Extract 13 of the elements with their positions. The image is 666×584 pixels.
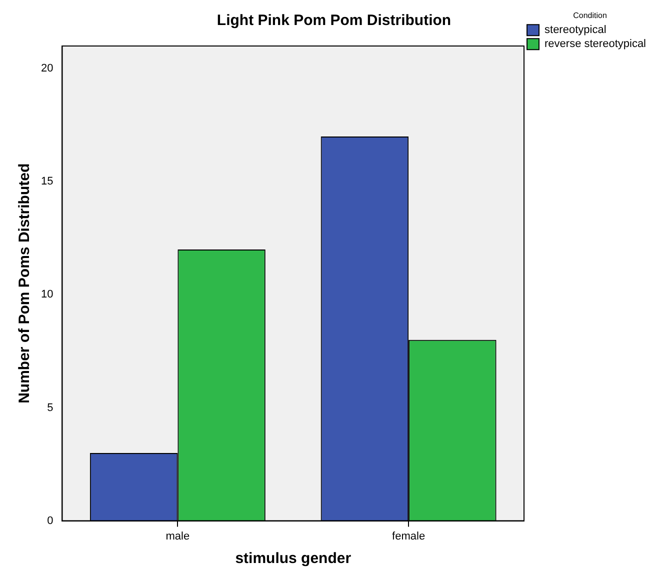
y-tick-label: 0	[47, 514, 54, 527]
x-tick-label: male	[166, 530, 190, 542]
x-tick-label: female	[392, 530, 426, 542]
legend-label: reverse stereotypical	[544, 38, 646, 50]
chart-title: Light Pink Pom Pom Distribution	[216, 12, 452, 30]
y-tick-label: 10	[40, 288, 54, 301]
y-axis-title: Number of Pom Poms Distributed	[16, 163, 34, 404]
y-tick-label: 20	[40, 62, 54, 75]
legend-title: Condition	[573, 11, 607, 20]
x-axis-title: stimulus gender	[235, 550, 352, 568]
legend-label: stereotypical	[544, 24, 606, 36]
y-tick-label: 5	[47, 402, 54, 414]
y-tick-label: 15	[40, 176, 54, 188]
